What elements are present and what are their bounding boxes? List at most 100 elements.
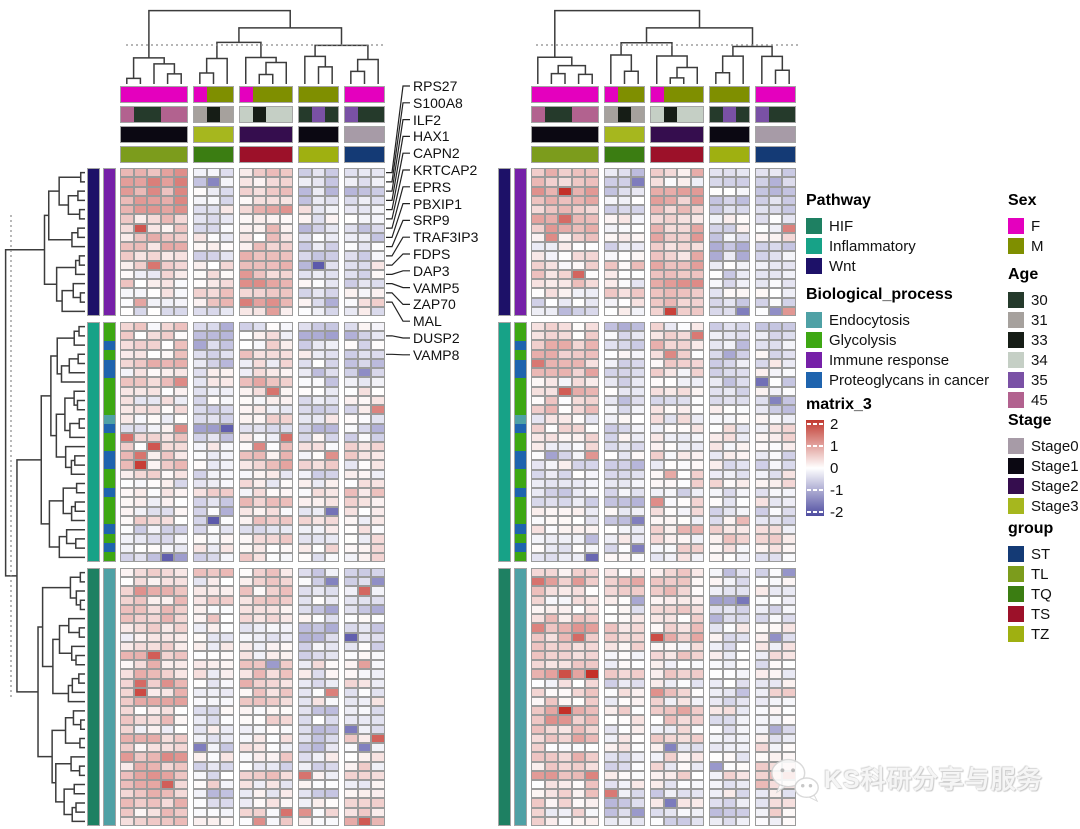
heatmap-cell — [736, 478, 750, 489]
heatmap-cell — [133, 423, 148, 433]
annotation-cell-sex — [782, 87, 795, 102]
heatmap-cell — [239, 205, 253, 215]
heatmap-cell — [279, 632, 293, 642]
heatmap-cell — [650, 595, 664, 605]
heatmap-cell — [311, 460, 326, 470]
heatmap-cell — [344, 195, 358, 205]
heatmap-cell — [736, 770, 750, 780]
heatmap-cell — [266, 650, 280, 661]
heatmap-cell — [193, 515, 207, 526]
heatmap-cell — [755, 604, 769, 615]
heatmap-cell — [690, 168, 704, 178]
heatmap-cell — [558, 733, 572, 744]
heatmap-cell — [650, 641, 664, 651]
heatmap-cell — [736, 789, 750, 799]
heatmap-cell — [558, 577, 572, 587]
heatmap-cell — [709, 543, 723, 553]
heatmap-cell — [617, 506, 632, 516]
heatmap-cell — [174, 660, 188, 670]
heatmap-cell — [357, 368, 372, 378]
heatmap-cell — [617, 632, 632, 642]
heatmap-cell — [279, 340, 293, 350]
heatmap-cell — [220, 552, 234, 562]
heatmap-cell — [371, 632, 385, 642]
heatmap-cell — [722, 177, 737, 187]
bp-cell — [515, 242, 526, 252]
heatmap-cell — [371, 386, 385, 396]
heatmap-cell — [650, 469, 664, 479]
heatmap-cell — [631, 214, 645, 224]
heatmap-cell — [558, 488, 572, 498]
heatmap-cell — [174, 789, 188, 799]
heatmap-cell — [357, 405, 372, 415]
heatmap-cell — [357, 331, 372, 341]
bp-cell — [104, 596, 115, 606]
heatmap-cell — [325, 242, 339, 252]
heatmap-cell — [690, 469, 704, 479]
heatmap-cell — [252, 650, 266, 661]
heatmap-cell — [206, 715, 221, 725]
heatmap-cell — [558, 195, 572, 205]
bp-cell — [104, 214, 115, 224]
legend-item-31: 31 — [1008, 310, 1048, 330]
heatmap-cell — [585, 340, 599, 350]
heatmap-cell — [690, 632, 704, 642]
heatmap-cell — [357, 469, 372, 479]
bp-cell — [104, 451, 115, 461]
heatmap-cell — [531, 706, 545, 716]
heatmap-cell — [736, 260, 750, 270]
heatmap-cell — [736, 743, 750, 753]
heatmap-cell — [311, 632, 326, 642]
heatmap-cell — [133, 177, 148, 187]
heatmap-cell — [311, 733, 326, 744]
heatmap-cell — [298, 697, 312, 707]
heatmap-cell — [755, 460, 769, 470]
heatmap-cell — [344, 214, 358, 224]
heatmap-cell — [650, 497, 664, 507]
heatmap-cell — [722, 552, 737, 562]
heatmap-cell — [677, 733, 691, 744]
heatmap-cell — [544, 478, 559, 489]
heatmap-cell — [357, 669, 372, 679]
heatmap-cell — [690, 515, 704, 526]
heatmap-cell — [120, 697, 134, 707]
legend-stage: Stage Stage0 Stage1 Stage2 Stage3 — [1008, 412, 1079, 516]
heatmap-cell — [206, 460, 221, 470]
heatmap-cell — [371, 358, 385, 369]
heatmap-cell — [544, 687, 559, 697]
heatmap-cell — [531, 604, 545, 615]
heatmap-cell — [298, 543, 312, 553]
heatmap-cell — [160, 478, 175, 489]
heatmap-cell — [298, 534, 312, 544]
heatmap-cell — [677, 395, 691, 406]
heatmap-cell — [371, 604, 385, 615]
heatmap-cell — [768, 451, 783, 461]
column-annotation-age-slice3 — [239, 106, 293, 123]
heatmap-cell — [298, 807, 312, 817]
heatmap-cell — [311, 331, 326, 341]
heatmap-cell — [279, 358, 293, 369]
heatmap-cell — [558, 752, 572, 762]
annotation-cell-sex — [618, 87, 631, 102]
heatmap-cell — [344, 297, 358, 307]
heatmap-cell — [160, 733, 175, 744]
heatmap-cell — [617, 770, 632, 780]
heatmap-cell — [544, 232, 559, 242]
heatmap-cell — [709, 525, 723, 535]
heatmap-cell — [298, 678, 312, 688]
heatmap-cell — [558, 798, 572, 808]
annotation-cell-age — [782, 107, 795, 122]
heatmap-cell — [782, 460, 796, 470]
heatmap-cell — [690, 678, 704, 688]
heatmap-cell — [206, 478, 221, 489]
heatmap-cell — [782, 177, 796, 187]
legend-matrix: matrix_3 2 1 0 -1 -2 — [806, 396, 876, 521]
heatmap-cell — [709, 297, 723, 307]
heatmap-cell — [133, 568, 148, 578]
heatmap-cell — [755, 441, 769, 452]
heatmap-cell — [252, 251, 266, 261]
heatmap-cell — [650, 269, 664, 279]
heatmap-cell — [709, 770, 723, 780]
heatmap-cell — [311, 377, 326, 387]
